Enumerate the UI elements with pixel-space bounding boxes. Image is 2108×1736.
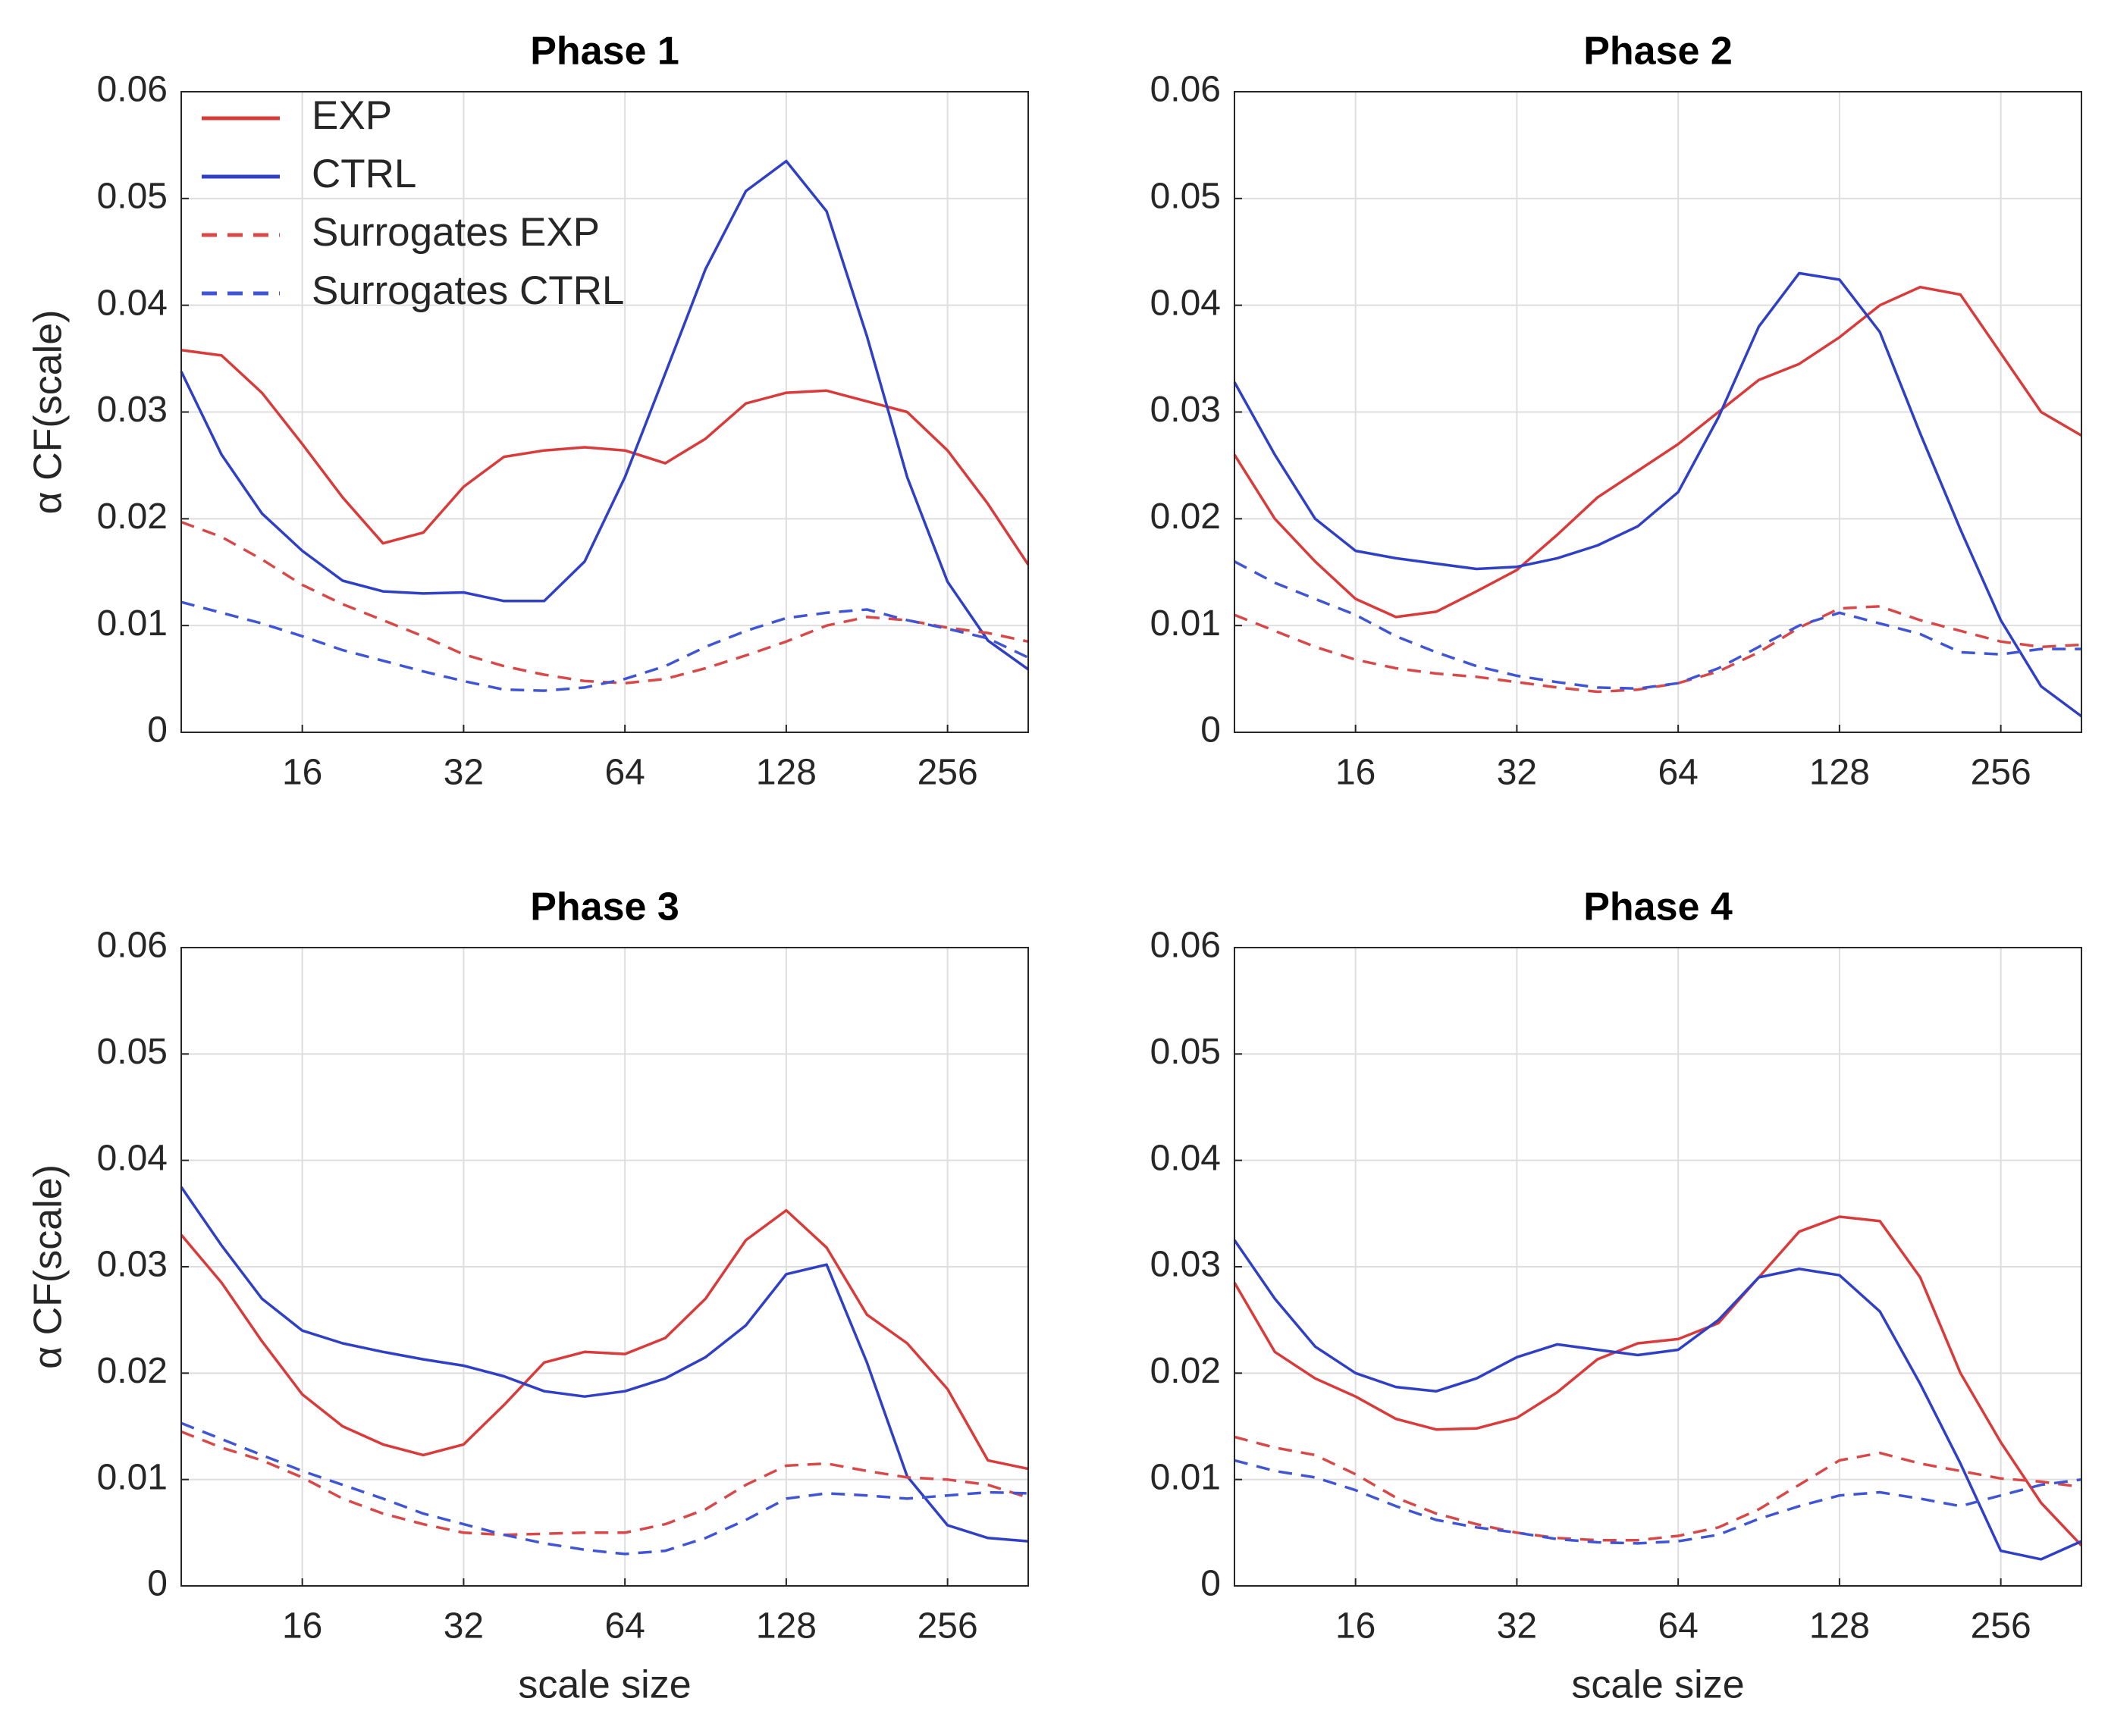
- y-tick-label: 0.06: [1150, 70, 1221, 110]
- line-series: [180, 159, 1030, 671]
- y-tick-label: 0.03: [1150, 1245, 1221, 1285]
- y-tick-label: 0.03: [97, 390, 168, 430]
- line-series: [180, 1430, 1029, 1537]
- legend-label: Surrogates CTRL: [312, 268, 624, 313]
- x-tick-label: 64: [604, 1606, 645, 1647]
- chart-title: Phase 4: [1583, 885, 1733, 929]
- x-tick-label: 16: [1335, 753, 1376, 793]
- axes-box: [1234, 91, 2082, 733]
- y-tick-label: 0.02: [97, 497, 168, 537]
- x-tick-label: 32: [1497, 1606, 1537, 1647]
- y-tick-label: 0.02: [97, 1351, 168, 1391]
- y-axis-label: α CF(scale): [27, 310, 71, 515]
- y-tick-label: 0.03: [1150, 390, 1221, 430]
- line-series: [180, 600, 1029, 692]
- y-tick-label: 0.05: [97, 177, 168, 217]
- y-tick-label: 0.03: [97, 1245, 168, 1285]
- y-tick-label: 0.01: [97, 1457, 168, 1497]
- line-series: [1233, 271, 2083, 718]
- x-tick-label: 16: [282, 1606, 322, 1647]
- x-tick-label: 16: [282, 753, 322, 793]
- panel: 0 0.01 0.02 0.03 0.04 0.05 0.06 16 32 64 128 256 Pha…: [27, 885, 1029, 1707]
- x-tick-label: 256: [918, 753, 978, 793]
- x-tick-label: 128: [756, 753, 817, 793]
- y-tick-label: 0: [147, 710, 168, 750]
- axes-box: [180, 91, 1029, 733]
- panel: 0 0.01 0.02 0.03 0.04 0.05 0.06 16 32 64 128 256 Pha…: [1150, 885, 2083, 1707]
- x-tick-label: 128: [756, 1606, 817, 1647]
- x-axis-label: scale size: [518, 1663, 691, 1707]
- x-tick-label: 256: [1971, 1606, 2031, 1647]
- y-tick-label: 0.04: [1150, 283, 1221, 323]
- legend-label: CTRL: [312, 152, 416, 196]
- x-axis-label: scale size: [1571, 1663, 1744, 1707]
- x-tick-label: 256: [918, 1606, 978, 1647]
- legend-label: Surrogates EXP: [312, 210, 600, 255]
- line-series: [180, 1186, 1029, 1543]
- line-series: [180, 1208, 1029, 1471]
- x-tick-label: 256: [1971, 753, 2031, 793]
- legend-label: EXP: [312, 93, 392, 138]
- line-series: [1233, 1239, 2082, 1561]
- y-tick-label: 0.01: [1150, 603, 1221, 644]
- x-tick-label: 64: [604, 753, 645, 793]
- axes-box: [1234, 947, 2082, 1587]
- x-tick-label: 32: [1497, 753, 1537, 793]
- y-tick-label: 0.05: [1150, 177, 1221, 217]
- y-tick-label: 0.04: [97, 283, 168, 323]
- panel: 0 0.01 0.02 0.03 0.04 0.05 0.06 16 32 64 128 256 Pha…: [27, 30, 1030, 793]
- x-tick-label: 128: [1809, 753, 1870, 793]
- y-tick-label: 0.01: [1150, 1457, 1221, 1497]
- y-tick-label: 0: [1200, 1564, 1221, 1604]
- x-tick-label: 64: [1658, 753, 1698, 793]
- y-tick-label: 0.01: [97, 603, 168, 644]
- panel: 0 0.01 0.02 0.03 0.04 0.05 0.06 16 32 64 128 256 Pha…: [1150, 30, 2083, 793]
- x-tick-label: 128: [1809, 1606, 1870, 1647]
- line-series: [1233, 1215, 2083, 1546]
- y-tick-label: 0.06: [97, 926, 168, 966]
- y-tick-label: 0.04: [97, 1138, 168, 1178]
- axes-box: [180, 947, 1029, 1587]
- y-tick-label: 0.04: [1150, 1138, 1221, 1178]
- y-tick-label: 0.02: [1150, 497, 1221, 537]
- x-tick-label: 64: [1658, 1606, 1698, 1647]
- y-tick-label: 0.02: [1150, 1351, 1221, 1391]
- line-series: [1234, 1459, 2082, 1545]
- y-tick-label: 0: [147, 1564, 168, 1604]
- y-tick-label: 0.06: [97, 70, 168, 110]
- y-tick-label: 0.06: [1150, 926, 1221, 966]
- x-tick-label: 32: [444, 1606, 484, 1647]
- chart-title: Phase 3: [530, 885, 679, 929]
- y-tick-label: 0.05: [97, 1032, 168, 1072]
- x-tick-label: 32: [444, 753, 484, 793]
- line-series: [1234, 1435, 2082, 1542]
- y-tick-label: 0.05: [1150, 1032, 1221, 1072]
- line-series: [1234, 605, 2082, 694]
- chart-title: Phase 1: [530, 30, 679, 74]
- chart-title: Phase 2: [1583, 30, 1733, 74]
- y-tick-label: 0: [1200, 710, 1221, 750]
- x-tick-label: 16: [1335, 1606, 1376, 1647]
- y-axis-label: α CF(scale): [27, 1164, 71, 1369]
- line-series: [1233, 285, 2082, 619]
- line-series: [180, 1421, 1029, 1556]
